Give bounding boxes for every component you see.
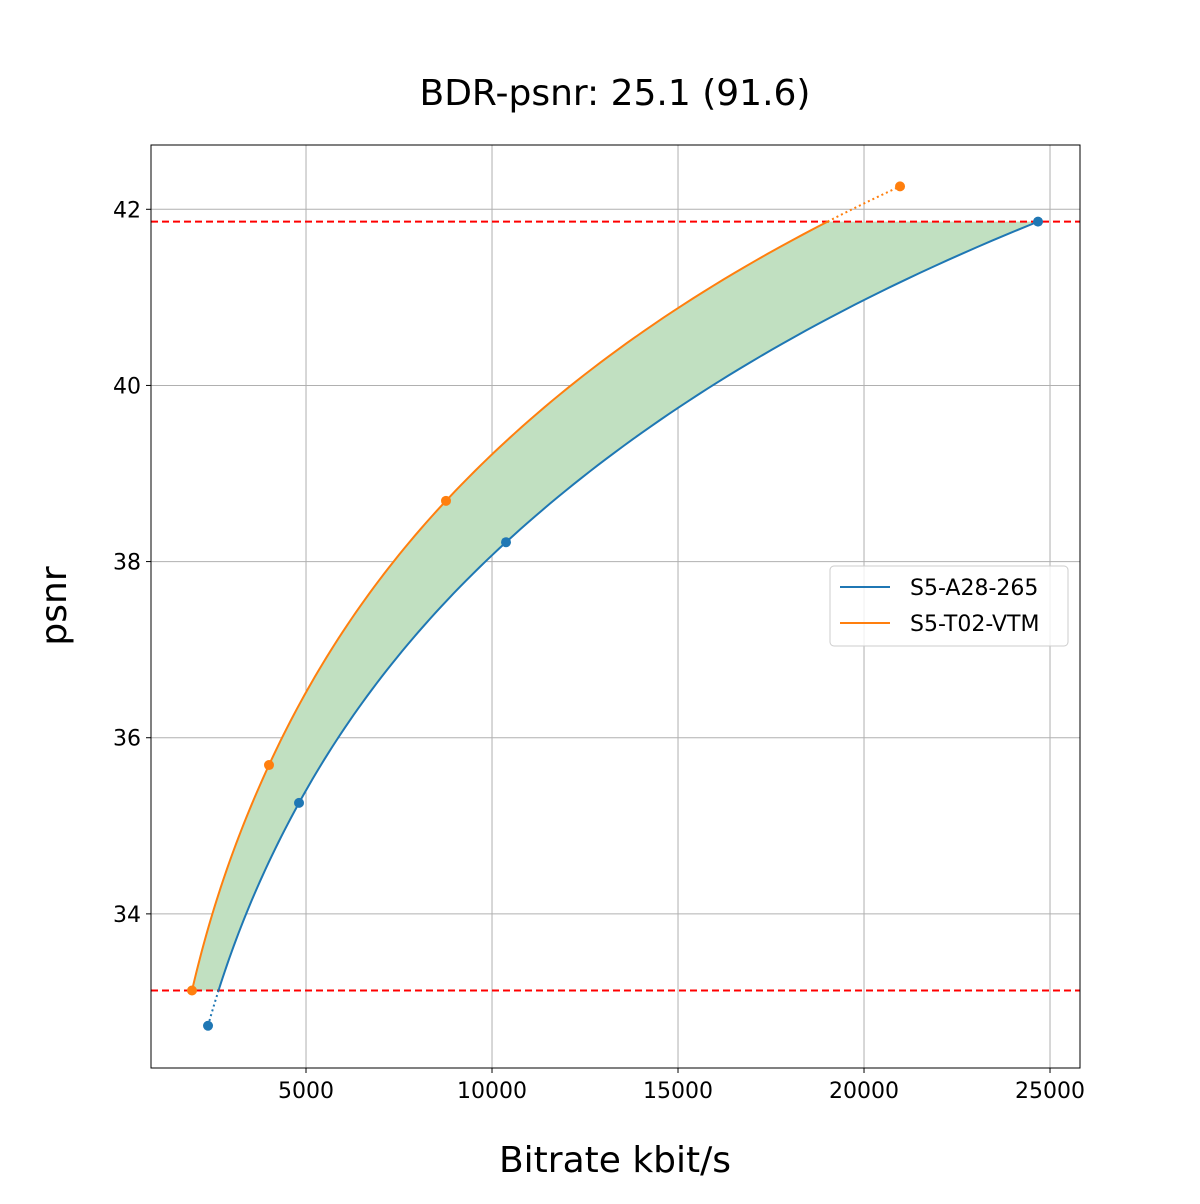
x-tick-label: 25000	[1015, 1079, 1085, 1104]
plot-frame	[150, 144, 1081, 1069]
y-axis-label: psnr	[34, 566, 75, 645]
data-point	[501, 537, 512, 548]
series-line	[191, 220, 829, 991]
series-line	[217, 220, 1039, 991]
data-point	[895, 181, 906, 192]
x-tick-label: 5000	[278, 1079, 334, 1104]
y-tick-label: 42	[113, 198, 141, 223]
x-axis-label: Bitrate kbit/s	[499, 1140, 731, 1181]
data-point	[440, 495, 451, 506]
y-tick-label: 36	[113, 727, 141, 752]
legend: S5-A28-265 S5-T02-VTM	[829, 565, 1069, 647]
data-point	[186, 985, 197, 996]
x-tick-label: 10000	[457, 1079, 527, 1104]
x-tick-label: 20000	[829, 1079, 899, 1104]
series-extrapolation	[207, 990, 220, 1026]
x-tick-label: 15000	[643, 1079, 713, 1104]
legend-label: S5-T02-VTM	[910, 612, 1039, 637]
legend-label: S5-A28-265	[910, 576, 1038, 601]
data-point	[263, 760, 274, 771]
y-tick-label: 34	[113, 903, 141, 928]
data-point	[203, 1020, 214, 1031]
data-point	[294, 797, 305, 808]
data-point	[1033, 216, 1044, 227]
chart-title: BDR-psnr: 25.1 (91.6)	[420, 73, 811, 114]
y-tick-label: 40	[113, 374, 141, 399]
series-extrapolation	[827, 185, 901, 223]
y-tick-label: 38	[113, 551, 141, 576]
